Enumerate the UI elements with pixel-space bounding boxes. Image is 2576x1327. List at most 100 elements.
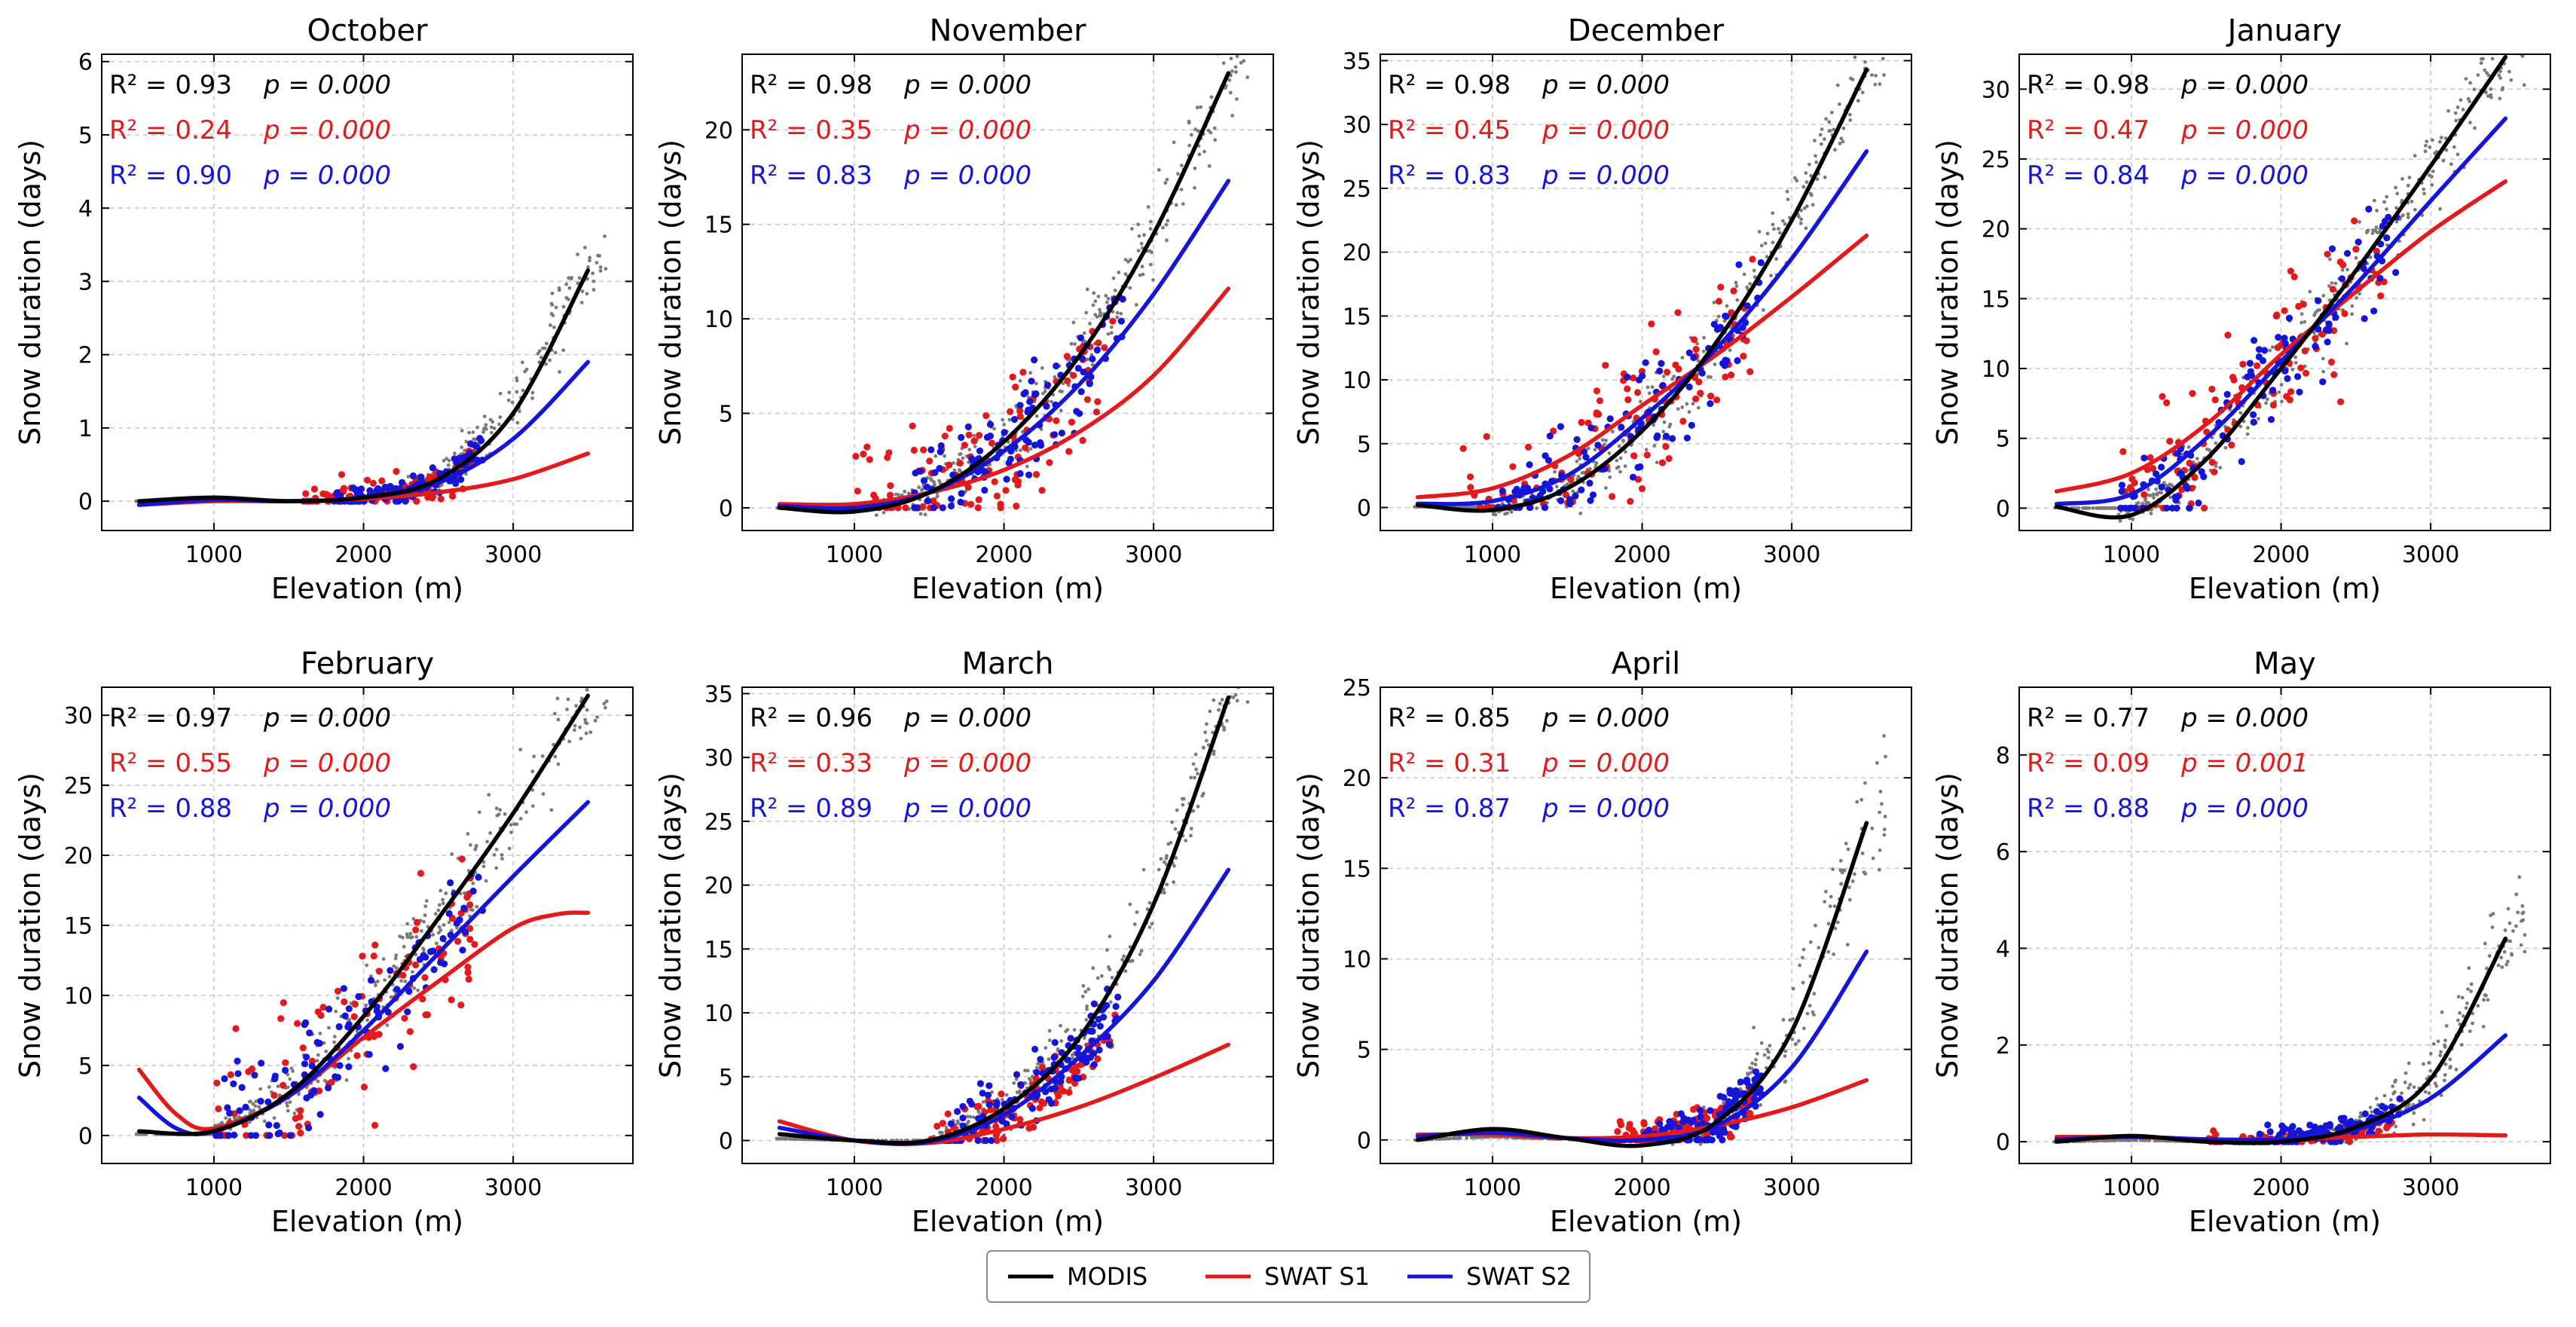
swat-s2-point (2118, 488, 2125, 495)
swat-s2-point (437, 959, 445, 966)
swat-s2-point (930, 504, 937, 512)
modis-point (1181, 803, 1185, 807)
modis-point (1174, 203, 1178, 207)
modis-point (567, 739, 572, 744)
plot-frame (1380, 54, 1912, 531)
swat-s1-point (1467, 484, 1474, 491)
modis-point (1799, 217, 1804, 222)
swat-s2-point (1729, 1090, 1737, 1098)
modis-point (1652, 444, 1657, 448)
modis-point (2401, 213, 2405, 218)
swat-s1-point (1651, 1125, 1659, 1133)
modis-point (445, 457, 448, 461)
modis-point (2375, 209, 2379, 213)
swat-s2-point (473, 443, 481, 451)
swat-s1-point (1662, 442, 1670, 451)
swat-s2-point (1022, 389, 1029, 396)
swat-s2-point (1557, 423, 1564, 430)
swat-s1-point (1602, 362, 1609, 369)
modis-point (1148, 219, 1153, 224)
swat-s2-point (1624, 373, 1631, 381)
swat-s1-point (2337, 398, 2345, 405)
modis-point (1624, 450, 1627, 454)
modis-point (1701, 349, 1706, 353)
modis-point (1752, 1026, 1756, 1029)
modis-point (2327, 284, 2331, 288)
y-axis-label: Snow duration (days) (1292, 139, 1325, 445)
swat-s1-point (316, 1087, 323, 1095)
modis-point (2293, 361, 2298, 365)
y-axis-label: Snow duration (days) (1931, 139, 1964, 445)
swat-s2-point (466, 440, 475, 448)
swat-s1-point (1746, 368, 1754, 375)
modis-point (399, 979, 403, 983)
modis-point (1813, 139, 1817, 142)
modis-point (2452, 145, 2456, 149)
swat-s2-point (1582, 454, 1590, 461)
swat-s1-point (1593, 409, 1600, 417)
modis-point (2400, 177, 2405, 181)
swat-s2-point (2312, 343, 2319, 350)
modis-point (597, 680, 600, 683)
modis-point (437, 925, 442, 929)
swat-s2-point (258, 1059, 265, 1067)
swat-s2-point (948, 495, 955, 503)
modis-point (2299, 312, 2304, 316)
modis-point (460, 445, 464, 449)
swat-s1-point (2301, 347, 2309, 355)
modis-point (591, 279, 596, 283)
swat-s1-point (1630, 452, 1638, 460)
modis-point (2290, 367, 2295, 371)
swat-s1-point (1016, 407, 1024, 414)
modis-point (1230, 114, 1234, 118)
modis-point (1832, 127, 1836, 132)
modis-point (2354, 255, 2358, 260)
modis-point (530, 769, 535, 774)
p-modis: p = 0.000 (2180, 70, 2309, 100)
modis-point (2453, 111, 2458, 115)
modis-point (1695, 341, 1700, 346)
modis-point (1593, 448, 1597, 452)
swat-s2-point (456, 916, 463, 924)
modis-point (1071, 320, 1076, 325)
modis-point (1580, 471, 1584, 475)
modis-point (588, 255, 592, 260)
swat-s1-point (852, 453, 860, 460)
modis-point (405, 935, 410, 939)
modis-point (1142, 233, 1146, 237)
modis-point (2303, 320, 2307, 324)
swat-s2-point (1090, 1061, 1098, 1069)
swat-s1-point (371, 1121, 379, 1129)
panel-title: October (307, 14, 428, 48)
modis-point (1025, 464, 1029, 469)
swat-s1-point (2211, 468, 2218, 475)
swat-s2-point (2354, 238, 2362, 246)
swat-s2-point (1587, 497, 1594, 504)
modis-point (1084, 310, 1089, 315)
y-tick-label: 4 (78, 196, 93, 222)
modis-point (518, 817, 523, 821)
modis-point (937, 479, 941, 483)
modis-point (1823, 175, 1827, 179)
swat-s2-point (1526, 461, 1533, 469)
x-tick-label: 2000 (335, 1175, 392, 1201)
modis-point (1862, 870, 1866, 874)
swat-s2-point (1112, 1003, 1120, 1011)
modis-point (874, 513, 879, 517)
swat-s1-point (292, 1114, 299, 1122)
modis-point (1110, 976, 1114, 980)
swat-s1-point (909, 422, 916, 430)
modis-point (2238, 411, 2243, 415)
swat-s1-point (982, 412, 990, 420)
modis-point (1047, 1029, 1052, 1033)
swat-s2-point (325, 1005, 333, 1013)
swat-s2-point (2168, 504, 2176, 512)
swat-s1-point (448, 996, 455, 1004)
swat-s1-point (1713, 396, 1721, 404)
swat-s1-point (1692, 345, 1700, 353)
x-axis-label: Elevation (m) (912, 1205, 1104, 1238)
modis-point (2498, 69, 2502, 74)
modis-point (2502, 22, 2506, 26)
modis-point (1804, 226, 1808, 231)
modis-point (288, 1100, 292, 1104)
